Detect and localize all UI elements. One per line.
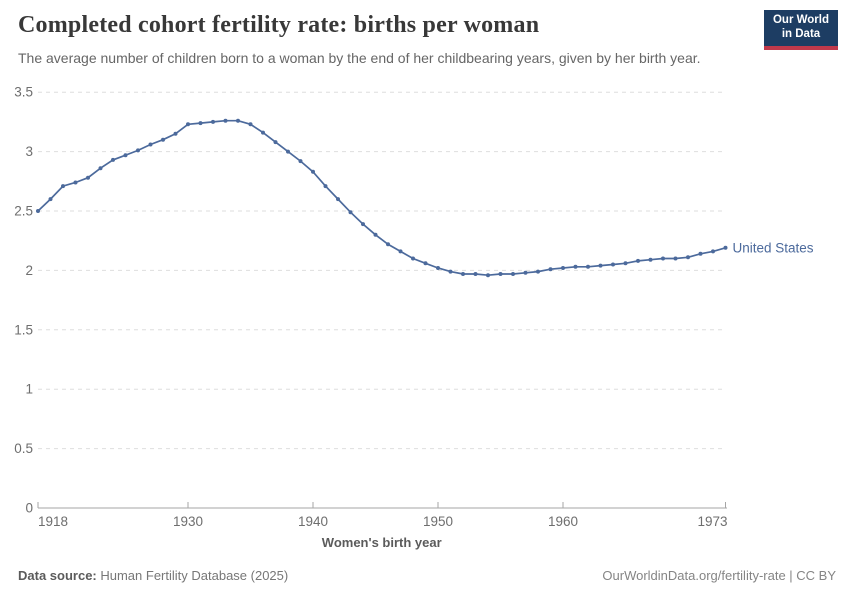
- data-point: [598, 263, 603, 268]
- data-point: [261, 130, 265, 135]
- data-point: [298, 159, 303, 164]
- data-point: [273, 140, 278, 145]
- data-point: [536, 269, 540, 274]
- x-tick-label: 1973: [697, 514, 727, 529]
- data-point: [98, 166, 103, 171]
- x-axis-ticks: [37, 502, 726, 508]
- x-tick-label: 1930: [173, 514, 203, 529]
- y-tick-label: 0.5: [14, 441, 33, 456]
- data-point: [86, 175, 90, 180]
- owid-logo[interactable]: Our World in Data: [764, 10, 838, 50]
- data-point: [198, 121, 203, 126]
- data-point: [136, 148, 140, 153]
- data-point: [461, 272, 465, 276]
- data-point: [161, 137, 165, 142]
- data-point: [548, 267, 553, 272]
- data-source-label: Data source:: [18, 568, 97, 583]
- page-title: Completed cohort fertility rate: births …: [18, 12, 540, 38]
- x-axis-labels: 1918 1930 1940 1950 1960 1973: [38, 514, 728, 529]
- data-point: [673, 256, 678, 261]
- data-point: [573, 264, 578, 269]
- data-point: [211, 119, 215, 124]
- data-point: [611, 262, 615, 267]
- entity-label: United States: [733, 240, 814, 255]
- data-point: [173, 131, 178, 136]
- data-point: [648, 257, 653, 262]
- data-point: [361, 222, 365, 227]
- data-source-value: Human Fertility Database (2025): [96, 568, 289, 583]
- data-point: [111, 157, 115, 162]
- series-points: [36, 118, 728, 278]
- data-point: [48, 197, 53, 202]
- data-point: [623, 261, 628, 266]
- data-source: Data source: Human Fertility Database (2…: [18, 568, 288, 583]
- y-axis-labels: 0 0.5 1 1.5 2 2.5 3 3.5: [14, 85, 33, 516]
- data-point: [473, 272, 478, 276]
- y-tick-label: 3.5: [14, 85, 33, 100]
- data-point: [123, 153, 128, 158]
- chart-footer: Data source: Human Fertility Database (2…: [18, 568, 836, 583]
- data-point: [373, 232, 378, 237]
- data-point: [61, 184, 65, 189]
- data-point: [486, 273, 490, 278]
- data-point: [36, 209, 40, 213]
- x-tick-label: 1940: [298, 514, 328, 529]
- data-point: [561, 266, 565, 270]
- x-axis-title: Women's birth year: [322, 535, 442, 550]
- data-point: [248, 122, 253, 127]
- owid-citation-link[interactable]: OurWorldinData.org/fertility-rate | CC B…: [602, 568, 836, 583]
- data-point: [686, 255, 690, 260]
- data-point: [436, 266, 440, 270]
- data-point: [498, 272, 503, 276]
- y-tick-label: 2.5: [14, 204, 33, 219]
- data-point: [636, 258, 640, 263]
- line-chart: 0 0.5 1 1.5 2 2.5 3 3.5 1918 1930 1940 1950 1960 1973…: [14, 85, 814, 550]
- data-point: [586, 264, 590, 269]
- data-point: [236, 118, 240, 123]
- data-point: [661, 256, 665, 261]
- data-point: [148, 142, 153, 147]
- data-point: [348, 210, 353, 215]
- data-point: [323, 184, 328, 189]
- y-tick-label: 1.5: [14, 322, 33, 337]
- data-point: [511, 272, 515, 276]
- data-point: [523, 270, 528, 275]
- data-point: [386, 242, 390, 247]
- data-point: [286, 149, 290, 154]
- data-point: [711, 249, 715, 254]
- gridlines: [38, 91, 726, 450]
- data-point: [398, 249, 403, 254]
- owid-logo-line2: in Data: [781, 28, 821, 40]
- x-tick-label: 1950: [423, 514, 453, 529]
- data-point: [336, 197, 340, 202]
- series-line: [37, 119, 726, 277]
- y-tick-label: 2: [25, 263, 33, 278]
- data-point: [223, 118, 228, 123]
- y-tick-label: 1: [25, 382, 33, 397]
- chart-subtitle: The average number of children born to a…: [18, 50, 701, 66]
- data-point: [448, 269, 453, 274]
- data-point: [423, 261, 428, 266]
- owid-logo-line1: Our World: [772, 14, 829, 26]
- x-tick-label: 1918: [38, 514, 68, 529]
- data-point: [73, 180, 78, 185]
- x-tick-label: 1960: [548, 514, 578, 529]
- data-point: [186, 122, 190, 127]
- data-point: [698, 251, 703, 256]
- data-point: [723, 245, 728, 250]
- y-tick-label: 0: [25, 501, 33, 516]
- y-tick-label: 3: [25, 144, 33, 159]
- data-point: [411, 256, 415, 261]
- data-point: [311, 169, 315, 174]
